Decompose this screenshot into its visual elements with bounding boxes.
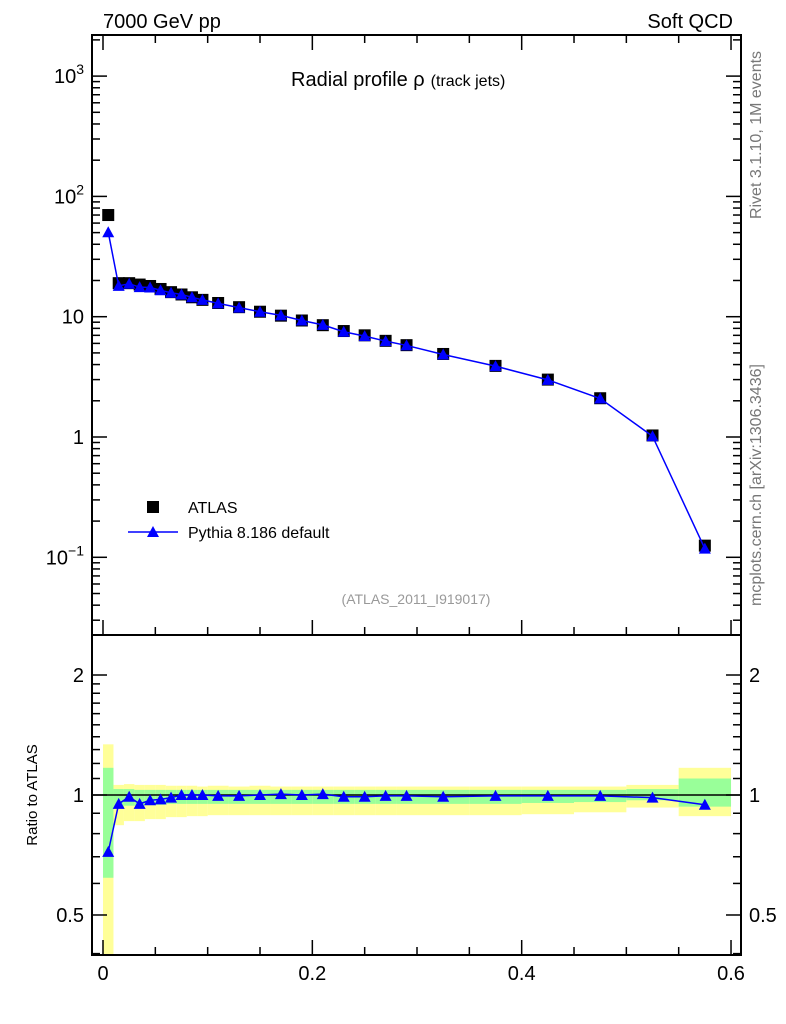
pythia-data-point — [165, 286, 178, 298]
plot-title: Radial profile ρ (track jets) — [291, 69, 505, 91]
category-label: Soft QCD — [647, 11, 733, 33]
pythia-ratio-point — [437, 790, 450, 802]
pythia-ratio-point — [379, 789, 392, 801]
pythia-data-point — [541, 373, 554, 385]
pythia-data-point — [295, 314, 308, 326]
pythia-ratio-point — [646, 791, 659, 803]
pythia-ratio-point — [233, 789, 246, 801]
pythia-data-point — [489, 360, 502, 372]
pythia-ratio-point — [489, 789, 502, 801]
pythia-ratio-point — [154, 793, 167, 805]
pythia-data-point — [337, 325, 350, 337]
pythia-ratio-point — [196, 789, 209, 800]
pythia-ratio-point — [337, 790, 350, 802]
pythia-ratio-point — [295, 789, 308, 800]
analysis-watermark: (ATLAS_2011_I919017) — [342, 591, 491, 607]
ratio-y-tick-label: 1 — [73, 785, 84, 807]
pythia-data-point — [274, 309, 287, 321]
pythia-data-point — [254, 305, 267, 317]
stat-uncertainty-band — [103, 767, 114, 878]
energy-label: 7000 GeV pp — [103, 11, 221, 33]
pythia-ratio-point — [165, 791, 178, 803]
pythia-ratio-point — [144, 794, 157, 806]
pythia-ratio-point — [112, 797, 125, 809]
x-tick-label: 0.6 — [717, 963, 745, 985]
ratio-y-tick-label-right: 2 — [749, 665, 760, 687]
y-tick-label: 103 — [54, 61, 84, 88]
legend-pythia-label: Pythia 8.186 default — [188, 525, 330, 542]
pythia-ratio-point — [185, 789, 198, 800]
pythia-ratio-point — [175, 789, 188, 800]
pythia-data-point — [144, 281, 157, 293]
pythia-ratio-point — [698, 798, 711, 810]
atlas-data-point — [102, 209, 115, 222]
legend-atlas-marker — [147, 501, 159, 513]
pythia-data-point — [698, 542, 711, 554]
x-tick-label: 0.2 — [298, 963, 326, 985]
pythia-data-point — [185, 291, 198, 303]
pythia-data-point — [123, 277, 136, 289]
rivet-version-label: Rivet 3.1.10, 1M events — [748, 51, 765, 219]
pythia-ratio-point — [133, 797, 146, 809]
pythia-data-point — [594, 392, 607, 404]
pythia-data-point — [154, 284, 167, 296]
pythia-data-point — [358, 330, 371, 342]
x-tick-label: 0.4 — [508, 963, 536, 985]
x-tick-label: 0 — [97, 963, 108, 985]
pythia-data-point — [400, 339, 413, 351]
pythia-ratio-point — [102, 845, 115, 857]
pythia-ratio-point — [274, 788, 287, 800]
y-tick-label: 1 — [73, 427, 84, 449]
pythia-data-point — [112, 279, 125, 291]
pythia-data-point — [437, 348, 450, 360]
data-marks — [102, 209, 711, 857]
pythia-ratio-point — [254, 789, 267, 800]
ratio-y-tick-label: 2 — [73, 665, 84, 687]
legend: ATLAS Pythia 8.186 default — [128, 500, 330, 542]
pythia-data-point — [175, 288, 188, 300]
pythia-data-point — [212, 297, 225, 309]
y-tick-label: 10−1 — [46, 542, 84, 569]
pythia-ratio-point — [541, 789, 554, 801]
pythia-ratio-point — [123, 790, 136, 802]
ratio-y-tick-label-right: 1 — [749, 785, 760, 807]
ratio-axis-label: Ratio to ATLAS — [24, 744, 41, 845]
pythia-data-point — [316, 318, 329, 330]
ratio-y-tick-label: 0.5 — [56, 905, 84, 927]
ratio-bands — [92, 744, 741, 954]
pythia-ratio-point — [212, 789, 225, 801]
main-frame — [91, 34, 742, 636]
pythia-ratio-point — [400, 789, 413, 801]
ratio-y-tick-label-right: 0.5 — [749, 905, 777, 927]
y-tick-label: 10 — [62, 307, 84, 329]
legend-pythia-marker — [147, 526, 159, 537]
stat-uncertainty-band — [134, 789, 145, 806]
pythia-ratio-point — [316, 788, 329, 800]
pythia-data-point — [646, 430, 659, 442]
source-label: mcplots.cern.ch [arXiv:1306.3436] — [748, 364, 765, 606]
pythia-data-point — [133, 281, 146, 293]
legend-atlas-label: ATLAS — [188, 500, 238, 517]
pythia-ratio-point — [358, 790, 371, 802]
ratio-frame — [91, 634, 742, 956]
pythia-data-point — [102, 226, 115, 238]
pythia-ratio-point — [594, 789, 607, 801]
y-tick-label: 102 — [54, 181, 84, 208]
pythia-data-point — [196, 293, 209, 305]
pythia-data-point — [233, 301, 246, 313]
pythia-data-point — [379, 335, 392, 347]
